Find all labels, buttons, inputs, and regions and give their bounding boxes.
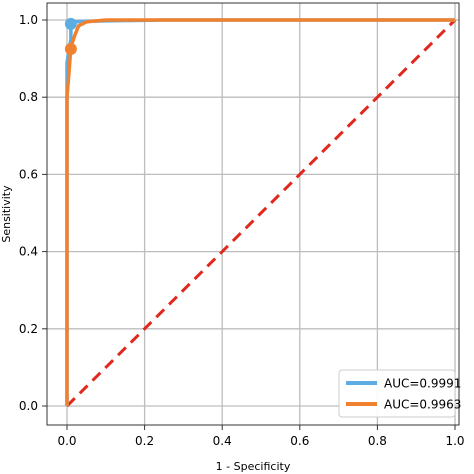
y-axis-label: Sensitivity	[0, 185, 13, 243]
x-axis-label: 1 - Specificity	[216, 460, 291, 473]
x-tick-label: 0.0	[57, 434, 76, 448]
chance-diagonal-line	[65, 18, 457, 408]
diagonal-layer	[65, 18, 457, 408]
y-tick-label: 0.0	[19, 399, 38, 413]
tick-labels: 0.0 0.2 0.4 0.6 0.8 1.0 0.0 0.2 0.4 0.6 0.8 1.0	[19, 13, 465, 448]
series-layer	[64, 17, 455, 406]
grid	[47, 3, 459, 425]
x-tick-label: 0.6	[290, 434, 309, 448]
y-tick-label: 0.8	[19, 90, 38, 104]
plot-frame	[46, 2, 460, 426]
legend: AUC=0.9991 AUC=0.9963	[338, 369, 461, 418]
operating-point-marker-2	[64, 42, 77, 55]
legend-label-2: AUC=0.9963	[384, 398, 461, 412]
y-tick-label: 1.0	[19, 13, 38, 27]
x-tick-label: 0.2	[135, 434, 154, 448]
y-tick-label: 0.4	[19, 245, 38, 259]
legend-label-1: AUC=0.9991	[384, 377, 461, 391]
operating-point-marker-1	[64, 17, 77, 30]
x-tick-label: 0.8	[368, 434, 387, 448]
x-tick-label: 0.4	[213, 434, 232, 448]
y-tick-label: 0.6	[19, 167, 38, 181]
x-tick-label: 1.0	[445, 434, 464, 448]
series-line-2	[65, 18, 455, 406]
y-tick-label: 0.2	[19, 322, 38, 336]
